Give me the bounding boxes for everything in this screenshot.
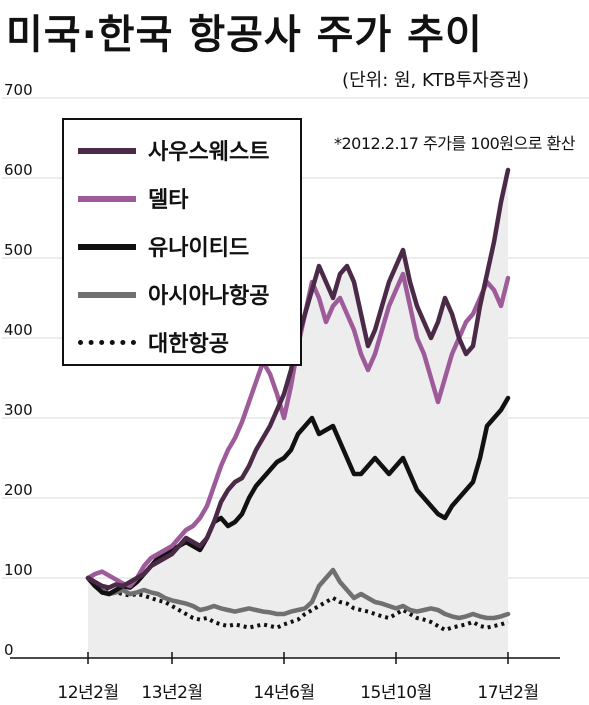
y-axis-ticks: 0 100 200 300 400 500 600 700 — [4, 81, 33, 659]
chart-title: 미국·한국 항공사 주가 추이 — [6, 12, 483, 58]
x-tick-label-3: 15년10월 — [360, 683, 432, 703]
y-tick-label-600: 600 — [4, 161, 33, 179]
x-tick-label-1: 13년2월 — [141, 683, 202, 703]
series-line-asiana — [85, 567, 511, 621]
series-line-united — [85, 395, 511, 597]
legend-item-united: 유나이티드 — [78, 230, 298, 261]
y-tick-label-300: 300 — [4, 401, 33, 419]
unit-label: (단위: 원, KTB투자증권) — [342, 70, 529, 91]
legend-swatch-delta — [78, 196, 136, 202]
y-tick-label-400: 400 — [4, 321, 33, 339]
x-tick-label-2: 14년6월 — [253, 683, 314, 703]
x-tick-label-0: 12년2월 — [57, 683, 118, 703]
legend-swatch-asiana — [78, 292, 136, 298]
series-line-koreanair — [86, 576, 509, 632]
legend: 사우스웨스트 델타 유나이티드 아시아나항공 대한항공 — [62, 118, 302, 366]
legend-label-southwest: 사우스웨스트 — [148, 140, 270, 165]
legend-item-delta: 델타 — [78, 182, 298, 213]
legend-label-delta: 델타 — [148, 188, 189, 213]
y-tick-label-700: 700 — [4, 81, 33, 99]
legend-item-asiana: 아시아나항공 — [78, 278, 298, 309]
legend-swatch-united — [78, 244, 136, 250]
southwest-area-fill — [88, 170, 508, 658]
x-tick-label-4: 17년2월 — [477, 683, 538, 703]
legend-label-united: 유나이티드 — [148, 236, 250, 261]
y-tick-label-0: 0 — [4, 641, 14, 659]
legend-label-asiana: 아시아나항공 — [148, 284, 270, 309]
x-axis-ticks: 12년2월 13년2월 14년6월 15년10월 17년2월 — [57, 652, 539, 703]
legend-label-koreanair: 대한항공 — [148, 332, 229, 357]
legend-item-southwest: 사우스웨스트 — [78, 134, 298, 165]
y-tick-label-500: 500 — [4, 241, 33, 259]
y-tick-label-100: 100 — [4, 561, 33, 579]
legend-item-koreanair: 대한항공 — [78, 326, 298, 357]
baseline-note: *2012.2.17 주가를 100원으로 환산 — [334, 134, 576, 153]
y-tick-label-200: 200 — [4, 481, 33, 499]
legend-swatch-koreanair — [78, 340, 136, 345]
legend-swatch-southwest — [78, 148, 136, 154]
